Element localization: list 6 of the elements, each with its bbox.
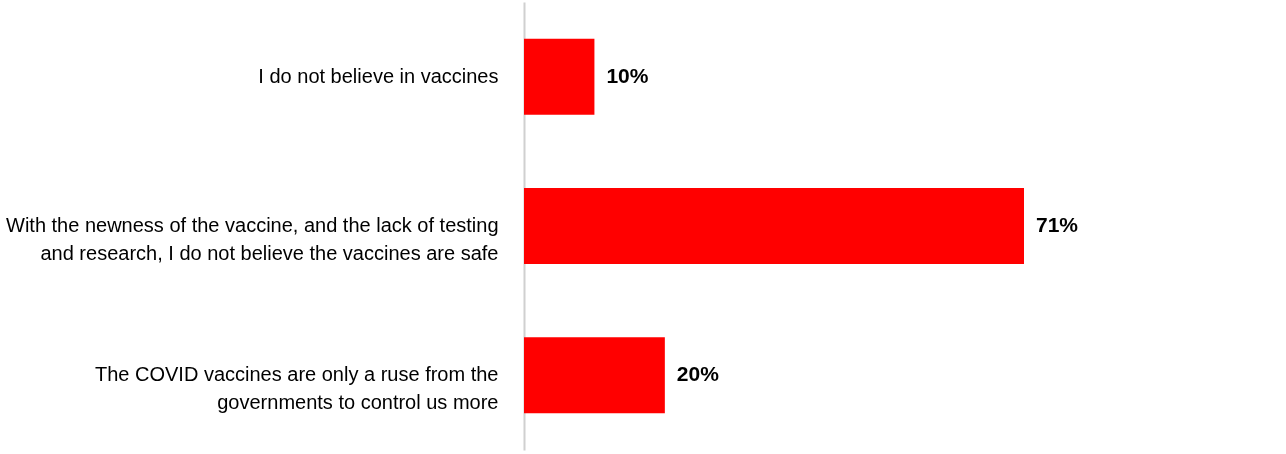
data-label: 20% [676,362,720,386]
y-tick-label: The COVID vaccines are only a ruse from the governments to control us more [95,363,499,414]
y-tick-label: With the newness of the vaccine, and the lack of testing and research, I do not believe the vaccines are safe [6,214,499,264]
y-tick-label: I do not believe in vaccines [258,64,499,87]
data-label: 10% [606,63,649,87]
data-label: 71% [1036,213,1079,236]
